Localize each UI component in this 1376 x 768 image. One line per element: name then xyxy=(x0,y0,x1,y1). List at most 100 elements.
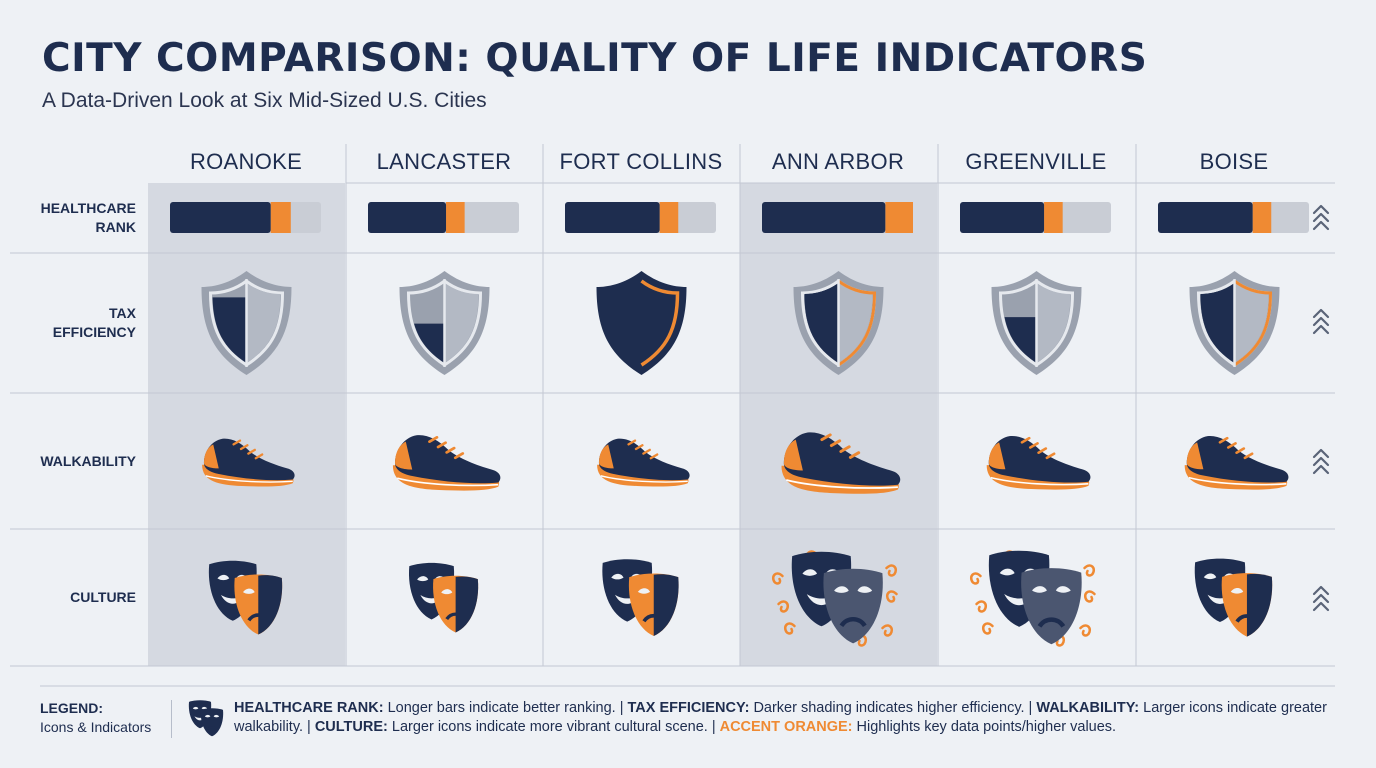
mask-half xyxy=(258,575,283,635)
sneaker-lace xyxy=(428,436,439,443)
shield-accent-edge xyxy=(837,279,877,367)
mask-eye-left xyxy=(802,569,818,576)
sneaker-lace xyxy=(1218,436,1229,444)
mask-mouth xyxy=(839,617,867,628)
bar-accent xyxy=(885,202,913,233)
sneaker-icon xyxy=(392,435,501,491)
flourish xyxy=(975,600,988,613)
chevron-stroke xyxy=(1312,212,1330,223)
flourish xyxy=(771,572,784,585)
sneaker-lace xyxy=(839,445,851,453)
bar-accent xyxy=(659,202,679,233)
mask-half xyxy=(1246,573,1273,637)
flourish xyxy=(885,590,898,603)
sneaker-stripe xyxy=(786,479,898,489)
tragedy-mask xyxy=(234,574,283,635)
sneaker-lace xyxy=(649,453,659,460)
chevron-up-icon xyxy=(1312,204,1330,231)
sneaker-icon xyxy=(202,438,295,487)
sneaker-lace xyxy=(445,446,456,454)
legend-description: Larger icons indicate more vibrant cultu… xyxy=(391,719,708,735)
shield-body xyxy=(596,271,687,375)
chevron-up-icon xyxy=(1312,448,1330,475)
legend-separator: | xyxy=(711,719,716,735)
column-header-lancaster: LANCASTER xyxy=(376,149,512,174)
sneaker-lace xyxy=(436,441,447,449)
flourish xyxy=(881,624,894,637)
column-header-greenville: GREENVILLE xyxy=(965,149,1107,174)
sneaker-stripe xyxy=(990,476,1089,486)
legend-text: HEALTHCARE RANK: Longer bars indicate be… xyxy=(234,699,1344,737)
shield-icon xyxy=(793,271,884,375)
sneaker-icon xyxy=(1184,435,1289,490)
legend-description: Larger icons indicate greater walkabilit… xyxy=(234,700,1327,735)
sneaker-lace xyxy=(1020,436,1031,444)
shield-left-fill xyxy=(1004,317,1037,363)
page-title: CITY COMPARISON: QUALITY OF LIFE INDICAT… xyxy=(42,36,1148,81)
legend-key: ACCENT ORANGE: xyxy=(719,719,853,735)
row-label-line: EFFICIENCY xyxy=(52,324,136,340)
mask-half xyxy=(455,576,479,633)
bar-fill xyxy=(762,202,886,233)
sneaker-lace xyxy=(848,451,861,459)
sneaker-lace xyxy=(247,448,256,455)
sneaker-lace xyxy=(453,452,465,460)
mask-eye-right xyxy=(213,714,220,718)
tragedy-mask xyxy=(1221,573,1273,637)
sneaker-icon xyxy=(986,435,1091,490)
sneaker-lace xyxy=(1226,442,1237,449)
sneaker-icon xyxy=(597,438,690,487)
row-label-line: WALKABILITY xyxy=(40,452,136,469)
flourish xyxy=(969,572,982,585)
shield-icon xyxy=(1189,271,1280,375)
chevron-up-icon xyxy=(1312,308,1330,335)
sneaker-lace xyxy=(1243,452,1254,460)
flourish xyxy=(1079,624,1092,637)
healthcare-bar xyxy=(170,202,321,233)
mask-eye-left xyxy=(192,706,199,710)
sneaker-stripe xyxy=(600,475,688,483)
shield-left-fill-full xyxy=(1200,283,1235,363)
chevron-stroke xyxy=(1312,448,1330,459)
mask-eye-left xyxy=(217,574,230,581)
sneaker-heel xyxy=(598,444,614,469)
legend-separator: | xyxy=(1028,700,1033,716)
column-header-ann-arbor: ANN ARBOR xyxy=(771,149,905,174)
bar-accent xyxy=(1044,202,1063,233)
mask-eye-left xyxy=(999,568,1015,576)
tragedy-mask xyxy=(628,573,679,636)
sneaker-stripe xyxy=(1188,476,1287,486)
sneaker-lace xyxy=(239,444,249,451)
sneaker-lace xyxy=(627,439,637,446)
flourish xyxy=(885,564,898,577)
bar-accent xyxy=(1252,202,1272,233)
mask-face xyxy=(200,708,224,737)
shield-left-fill xyxy=(212,297,247,363)
healthcare-bar xyxy=(1158,202,1309,233)
mask-eye-right xyxy=(1055,586,1071,593)
sneaker-lace xyxy=(634,444,644,451)
tragedy-mask xyxy=(823,568,883,644)
sneaker-lace xyxy=(820,433,832,442)
sneaker-upper xyxy=(783,432,901,486)
column-header-fort-collins: FORT COLLINS xyxy=(559,149,723,174)
shield-icon xyxy=(201,271,292,375)
bar-accent xyxy=(270,202,291,233)
chevron-stroke xyxy=(1312,316,1330,327)
legend-divider xyxy=(171,700,172,738)
mask-eye-left xyxy=(834,586,849,593)
shield-icon xyxy=(399,271,490,375)
mask-mouth xyxy=(206,726,218,731)
chevron-stroke xyxy=(1312,585,1330,596)
sneaker-lace xyxy=(1028,442,1039,449)
flourish xyxy=(777,600,790,613)
flourish xyxy=(1083,590,1096,603)
column-header-boise: BOISE xyxy=(1199,149,1269,174)
shield-left-fill-full xyxy=(804,283,839,363)
shield-accent-edge xyxy=(1233,279,1273,367)
bar-fill xyxy=(960,202,1045,233)
theater-masks-icon xyxy=(771,550,898,647)
mask-eye-left xyxy=(441,589,453,595)
legend-key: HEALTHCARE RANK: xyxy=(234,700,384,716)
